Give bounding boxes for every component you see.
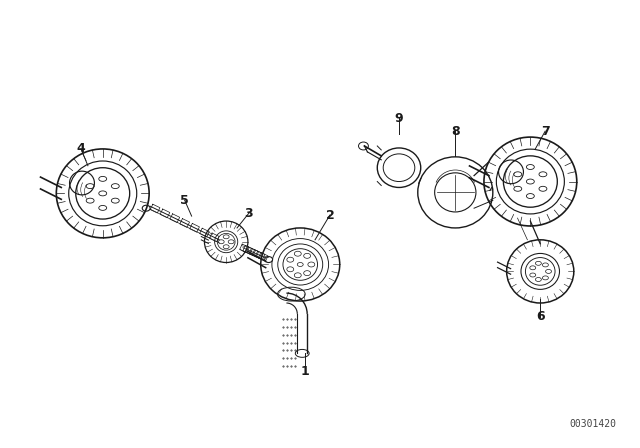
Text: 9: 9 (395, 112, 403, 125)
Text: 6: 6 (536, 310, 545, 323)
Text: 2: 2 (326, 209, 334, 222)
Text: 00301420: 00301420 (569, 419, 616, 430)
Text: 4: 4 (77, 142, 85, 155)
Text: 3: 3 (244, 207, 253, 220)
Text: 1: 1 (301, 365, 310, 378)
Text: 7: 7 (541, 125, 550, 138)
Text: 5: 5 (180, 194, 189, 207)
Text: 8: 8 (451, 125, 460, 138)
